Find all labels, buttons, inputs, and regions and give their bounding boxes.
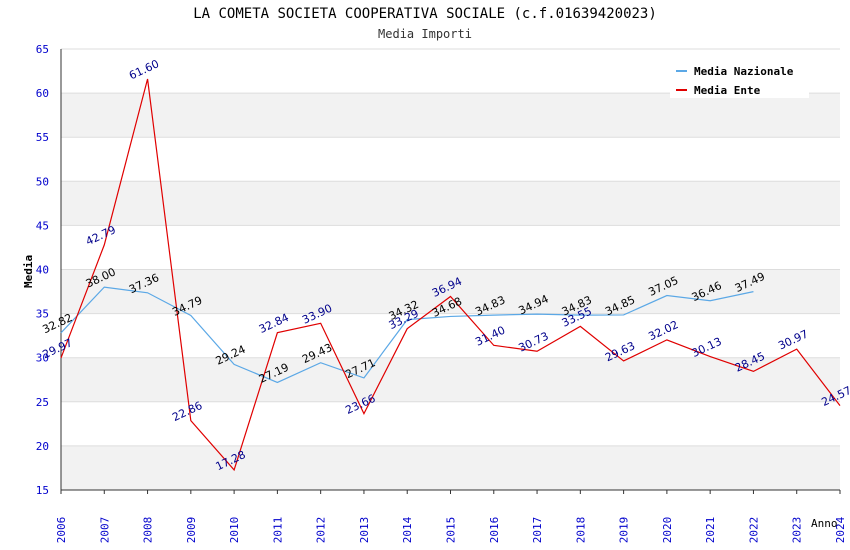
y-tick-label: 45 — [36, 219, 49, 232]
x-tick-label: 2009 — [185, 517, 198, 544]
x-tick-label: 2021 — [704, 517, 717, 544]
band-50-55 — [61, 137, 840, 182]
x-tick-label: 2012 — [315, 517, 328, 544]
axes — [60, 49, 841, 494]
y-tick-label: 30 — [36, 352, 49, 365]
x-tick-label: 2006 — [55, 517, 68, 544]
x-tick-label: 2024 — [834, 516, 847, 543]
legend-item-ente: Media Ente — [676, 84, 760, 98]
chart-subtitle: Media Importi — [378, 27, 472, 41]
x-tick-label: 2018 — [574, 517, 587, 544]
band-30-35 — [61, 313, 840, 358]
band-20-25 — [61, 401, 840, 446]
x-tick-labels: 2006 2007 2008 2009 2010 2011 2012 2013 2014 2015… — [55, 516, 847, 543]
x-axis-label: Anno — [811, 517, 838, 530]
y-tick-label: 25 — [36, 396, 49, 409]
legend-item-nazionale: Media Nazionale — [676, 65, 793, 79]
legend: Media Nazionale Media Ente — [670, 60, 809, 98]
series-line-ente — [60, 78, 841, 472]
y-tick-label: 40 — [36, 264, 49, 277]
band-25-30 — [61, 357, 840, 402]
legend-swatch-ente — [676, 89, 687, 91]
x-tick-label: 2008 — [142, 517, 155, 544]
series-lines — [60, 78, 841, 472]
band-55-60 — [61, 93, 840, 138]
y-tick-label: 15 — [36, 484, 49, 497]
y-axis-label: Media — [22, 254, 35, 288]
x-tick-label: 2017 — [531, 517, 544, 544]
band-15-20 — [61, 445, 840, 490]
y-tick-label: 55 — [36, 131, 49, 144]
x-tick-label: 2013 — [358, 517, 371, 544]
legend-swatch-nazionale — [676, 70, 687, 72]
x-tick-label: 2014 — [401, 516, 414, 543]
x-tick-label: 2015 — [445, 517, 458, 544]
y-tick-label: 65 — [36, 43, 49, 56]
chart-title: LA COMETA SOCIETA COOPERATIVA SOCIALE (c… — [193, 6, 657, 22]
x-tick-label: 2022 — [747, 517, 760, 544]
y-tick-label: 50 — [36, 175, 49, 188]
legend-label-nazionale: Media Nazionale — [694, 65, 794, 78]
x-tick-label: 2019 — [618, 517, 631, 544]
x-tick-label: 2007 — [98, 517, 111, 544]
band-40-45 — [61, 225, 840, 270]
band-35-40 — [61, 269, 840, 314]
band-45-50 — [61, 181, 840, 226]
x-tick-label: 2016 — [488, 517, 501, 544]
plot-background-bands — [61, 49, 840, 490]
legend-label-ente: Media Ente — [694, 84, 761, 97]
y-tick-label: 20 — [36, 440, 49, 453]
x-tick-label: 2010 — [228, 517, 241, 544]
y-tick-label: 35 — [36, 308, 49, 321]
x-tick-label: 2020 — [661, 517, 674, 544]
x-tick-label: 2023 — [791, 517, 804, 544]
y-tick-labels: 15 20 25 30 35 40 45 50 55 60 65 — [36, 43, 49, 497]
y-tick-label: 60 — [36, 87, 49, 100]
x-tick-label: 2011 — [271, 517, 284, 544]
